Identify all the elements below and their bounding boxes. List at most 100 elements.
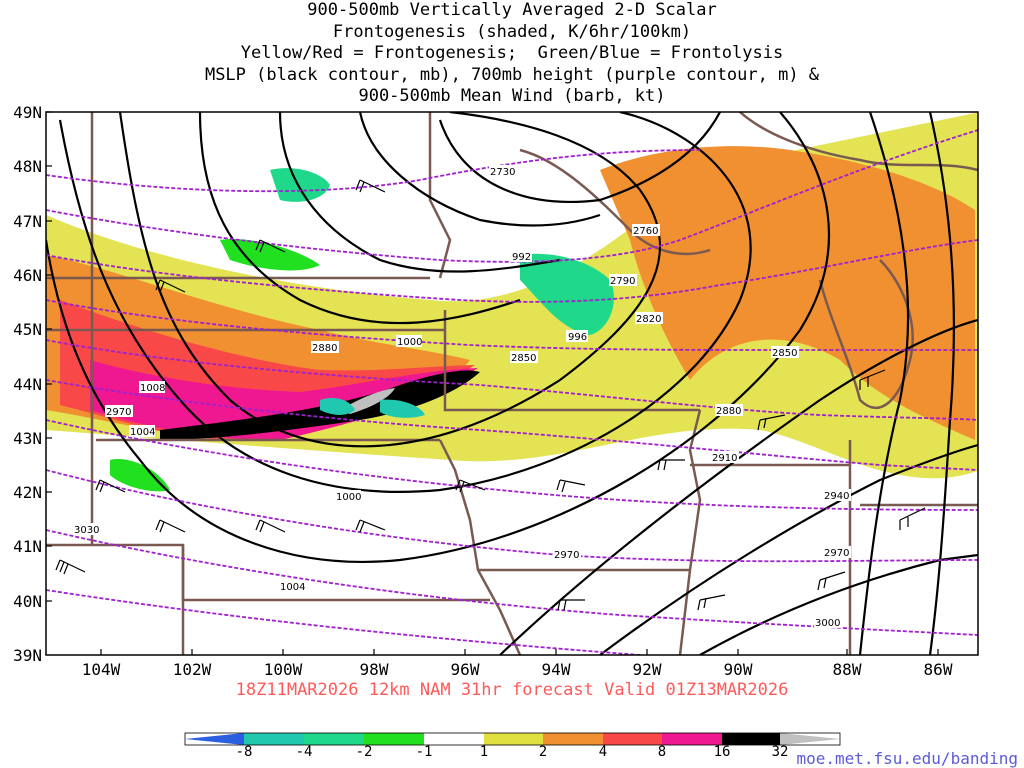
colorbar-swatch	[603, 733, 662, 745]
svg-text:996: 996	[568, 332, 587, 343]
mslp-label: 1000	[396, 335, 422, 348]
height-label: 2850	[771, 346, 799, 359]
mslp-label: 1000	[335, 490, 361, 503]
wind-barbs	[55, 179, 926, 611]
mslp-label: 996	[566, 330, 588, 343]
mslp-contours	[46, 112, 978, 655]
svg-text:2790: 2790	[610, 276, 635, 287]
svg-text:2970: 2970	[106, 407, 131, 418]
colorbar-swatch	[185, 733, 244, 745]
svg-text:2730: 2730	[490, 167, 515, 178]
svg-text:2970: 2970	[554, 550, 579, 561]
svg-text:2820: 2820	[636, 314, 661, 325]
lat-label: 48N	[13, 157, 42, 176]
svg-text:2850: 2850	[511, 353, 536, 364]
lon-label: 94W	[541, 660, 571, 679]
lon-label: 88W	[832, 660, 862, 679]
mslp-label: 1004	[279, 580, 305, 593]
lat-label: 45N	[13, 320, 42, 339]
forecast-valid-line: 18Z11MAR2026 12km NAM 31hr forecast Vali…	[235, 680, 789, 700]
lon-label: 92W	[632, 660, 662, 679]
colorbar-swatch	[484, 733, 543, 745]
mslp-label: 992	[510, 250, 532, 263]
height-label: 2760	[632, 224, 660, 237]
svg-text:3000: 3000	[815, 618, 840, 629]
lat-label: 40N	[13, 592, 42, 611]
height-label: 2910	[711, 451, 739, 464]
colorbar-tick: 2	[538, 744, 548, 760]
svg-text:2880: 2880	[716, 406, 741, 417]
colorbar-swatch	[424, 733, 484, 745]
title-line-5: 900-500mb Mean Wind (barb, kt)	[358, 86, 666, 106]
lon-label: 102W	[172, 660, 212, 679]
lat-label: 39N	[13, 646, 42, 665]
lat-label: 49N	[13, 103, 42, 122]
lat-label: 41N	[13, 537, 42, 556]
height-label: 3000	[814, 616, 842, 629]
lon-label: 100W	[263, 660, 303, 679]
colorbar-tick: -8	[235, 744, 253, 760]
svg-text:2760: 2760	[633, 226, 658, 237]
title-line-2: Frontogenesis (shaded, K/6hr/100km)	[332, 21, 692, 42]
svg-text:1000: 1000	[336, 492, 361, 503]
colorbar-swatch	[244, 733, 304, 745]
svg-text:2850: 2850	[772, 348, 797, 359]
svg-text:2970: 2970	[824, 548, 849, 559]
lon-label: 86W	[923, 660, 953, 679]
lat-label: 46N	[13, 266, 42, 285]
colorbar-tick: 32	[771, 744, 789, 760]
colorbar-tick: 4	[598, 744, 608, 760]
svg-text:1000: 1000	[397, 337, 422, 348]
colorbar-swatch	[364, 733, 424, 745]
height-label: 3030	[73, 523, 101, 536]
frontogenesis-shading	[46, 112, 978, 492]
lat-label: 44N	[13, 375, 42, 394]
svg-text:1004: 1004	[280, 582, 305, 593]
svg-text:1004: 1004	[130, 427, 155, 438]
svg-text:2880: 2880	[312, 343, 337, 354]
height-label: 2970	[553, 548, 581, 561]
height-label: 2880	[715, 404, 743, 417]
lat-label: 42N	[13, 483, 42, 502]
svg-text:3030: 3030	[74, 525, 99, 536]
colorbar-swatch	[662, 733, 722, 745]
colorbar-tick: 8	[657, 744, 667, 760]
height-label: 2820	[635, 312, 663, 325]
svg-text:2940: 2940	[824, 491, 849, 502]
svg-text:992: 992	[512, 252, 531, 263]
height-label: 2730	[489, 165, 517, 178]
colorbar-swatch	[304, 733, 364, 745]
lat-label: 47N	[13, 212, 42, 231]
mslp-label: 1008	[139, 381, 165, 394]
title-line-1: 900-500mb Vertically Averaged 2-D Scalar	[307, 0, 717, 20]
colorbar-tick: -2	[355, 744, 373, 760]
colorbar-swatch	[780, 733, 840, 745]
title-line-4: MSLP (black contour, mb), 700mb height (…	[204, 64, 820, 85]
lon-label: 104W	[81, 660, 121, 679]
height-contours	[46, 129, 978, 655]
colorbar-tick: 1	[479, 744, 489, 760]
contour-labels: 992 996 1000 1000 1004 1004 1008 2730 27…	[73, 165, 851, 629]
lat-label: 43N	[13, 429, 42, 448]
lon-label: 98W	[359, 660, 389, 679]
colorbar-swatch	[722, 733, 780, 745]
colorbar-tick: -1	[415, 744, 433, 760]
height-label: 2790	[609, 274, 637, 287]
title-line-3: Yellow/Red = Frontogenesis; Green/Blue =…	[240, 43, 784, 63]
height-label: 2880	[311, 341, 339, 354]
axis-ticks	[46, 111, 939, 655]
svg-text:1008: 1008	[140, 383, 165, 394]
colorbar-swatch	[543, 733, 603, 745]
lon-label: 96W	[450, 660, 480, 679]
height-label: 2970	[823, 546, 851, 559]
credit-url[interactable]: moe.met.fsu.edu/banding	[796, 749, 1018, 768]
svg-text:2910: 2910	[712, 453, 737, 464]
lon-label: 90W	[723, 660, 753, 679]
map-title: 900-500mb Vertically Averaged 2-D Scalar…	[0, 0, 1024, 108]
mslp-label: 1004	[129, 425, 155, 438]
height-label: 2850	[510, 351, 538, 364]
height-label: 2940	[823, 489, 851, 502]
colorbar-tick: -4	[295, 744, 313, 760]
height-label: 2970	[105, 405, 133, 418]
